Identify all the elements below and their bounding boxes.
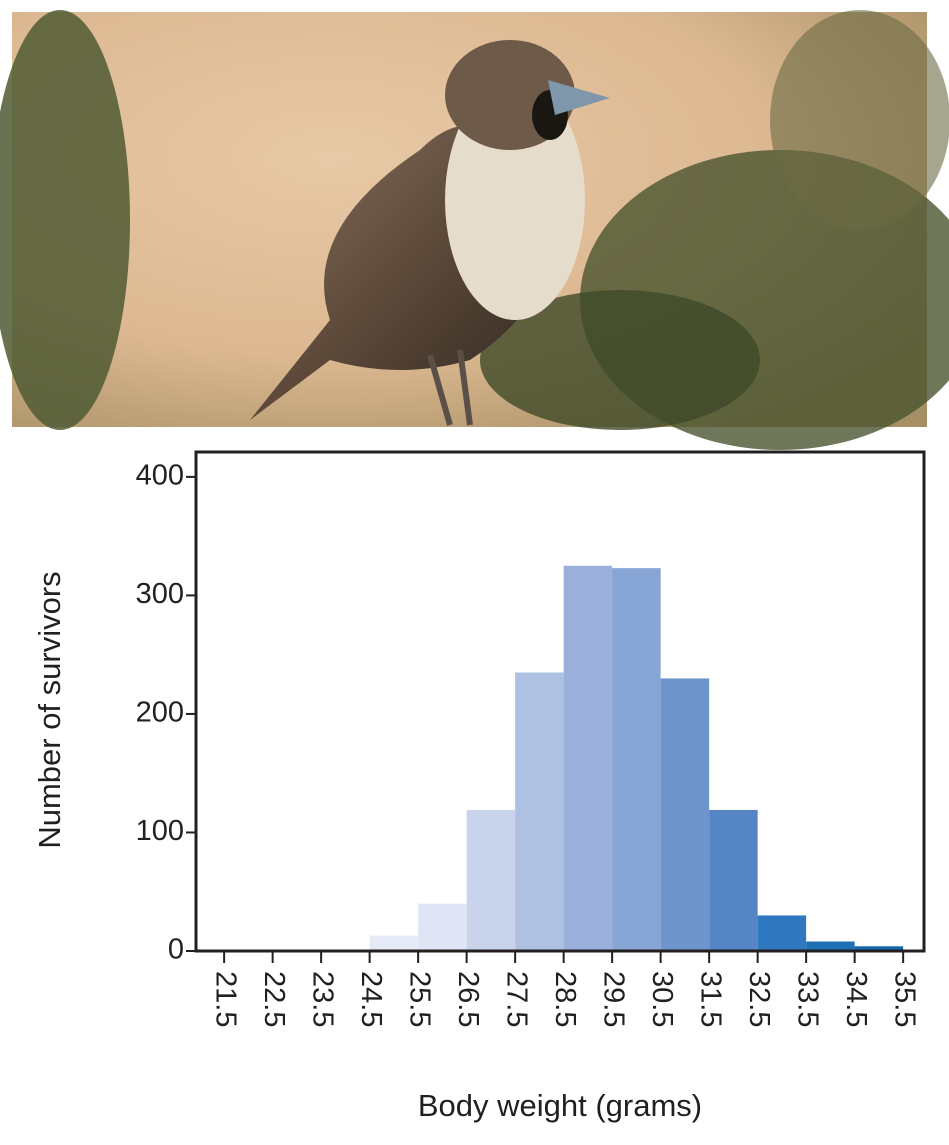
x-tick-label: 30.5 [646,971,678,1027]
x-tick-label: 23.5 [306,971,338,1027]
x-tick-label: 27.5 [500,971,532,1027]
x-tick-label: 25.5 [403,971,435,1027]
x-tick-label: 21.5 [209,971,241,1027]
bar [369,935,419,951]
plot-frame [194,450,926,953]
y-tick-label: 200 [136,697,184,729]
bar [563,565,613,951]
bar [854,946,904,951]
bar [709,809,758,951]
y-tick-label: 300 [136,578,184,610]
x-tick-label: 22.5 [258,971,290,1027]
x-axis-label: Body weight (grams) [418,1088,702,1123]
bar [806,941,855,951]
y-tick-label: 400 [136,460,184,492]
x-tick-label: 33.5 [791,971,823,1027]
x-tick-label: 26.5 [452,971,484,1027]
bar [757,915,807,951]
x-tick-label: 29.5 [597,971,629,1027]
bar [660,678,710,951]
x-tick-label: 31.5 [694,971,726,1027]
x-tick-label: 34.5 [840,971,872,1027]
bar [612,568,661,951]
x-tick-label: 28.5 [549,971,581,1027]
photo [0,10,949,450]
x-tick-label: 24.5 [355,971,387,1027]
bar [466,809,516,951]
y-tick-label: 0 [168,934,184,966]
y-axis-label: Number of survivors [32,571,67,848]
x-tick-label: 32.5 [743,971,775,1027]
bar [418,903,467,951]
y-tick-label: 100 [136,815,184,847]
bar [515,672,564,951]
x-tick-label: 35.5 [888,971,920,1027]
